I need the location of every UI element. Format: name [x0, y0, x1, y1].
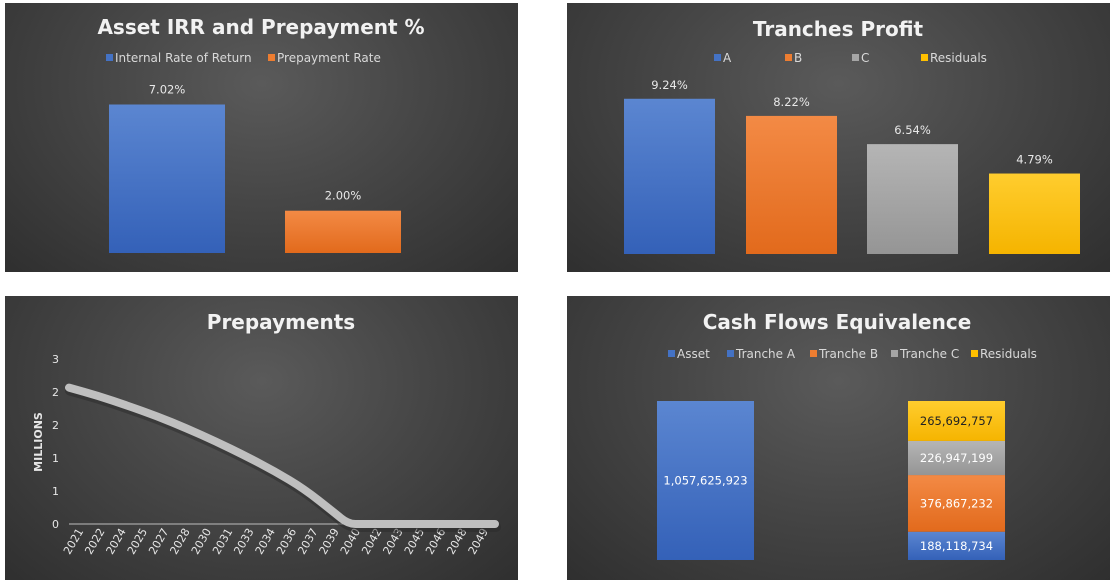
chart-title: Tranches Profit [753, 17, 924, 41]
data-label: 8.22% [773, 95, 810, 109]
legend-swatch [106, 54, 113, 61]
legend-label: Internal Rate of Return [115, 51, 252, 65]
legend-label: B [794, 51, 802, 65]
data-label: 2.00% [325, 189, 362, 203]
legend-label: Tranche B [818, 347, 878, 361]
legend-label: Tranche A [735, 347, 796, 361]
x-tick-label: 2030 [189, 526, 214, 557]
legend-swatch [714, 54, 721, 61]
y-tick-label: 1 [52, 485, 59, 498]
legend-label: Residuals [930, 51, 987, 65]
bar [746, 115, 837, 255]
legend-label: A [723, 51, 732, 65]
y-tick-label: 1 [52, 452, 59, 465]
bar-segment [657, 401, 754, 560]
data-label: 188,118,734 [920, 539, 993, 553]
legend-swatch [268, 54, 275, 61]
data-label: 9.24% [651, 78, 688, 92]
x-tick-label: 2027 [146, 526, 171, 557]
y-tick-label: 3 [52, 353, 59, 366]
tranches-profit-chart-panel: Tranches Profit A B C Residuals 9.24% 8.22% 6… [567, 3, 1110, 272]
bar [989, 173, 1080, 254]
legend-label: Asset [677, 347, 710, 361]
legend-swatch [891, 350, 898, 357]
data-label: 4.79% [1016, 153, 1053, 167]
y-tick-label: 2 [52, 419, 59, 432]
legend-label: Tranche C [899, 347, 959, 361]
data-label: 1,057,625,923 [663, 474, 747, 488]
bar-segment [908, 401, 1005, 441]
chart-legend: Internal Rate of Return Prepayment Rate [106, 51, 381, 65]
x-tick-label: 2037 [295, 526, 320, 557]
y-tick-label: 2 [52, 386, 59, 399]
legend-swatch [810, 350, 817, 357]
chart-title: Asset IRR and Prepayment % [97, 15, 424, 39]
bar-segment [908, 475, 1005, 532]
legend-swatch [727, 350, 734, 357]
y-tick-label: 0 [52, 518, 59, 531]
cash-flows-chart: Cash Flows Equivalence Asset Tranche A Tra… [657, 310, 1037, 560]
x-tick-label: 2024 [104, 526, 129, 557]
chart-title: Cash Flows Equivalence [703, 310, 972, 334]
bar [867, 144, 958, 254]
tranches-profit-chart: Tranches Profit A B C Residuals 9.24% 8.22% 6… [624, 17, 1080, 255]
bar [285, 210, 401, 253]
cash-flows-chart-panel: Cash Flows Equivalence Asset Tranche A Tra… [567, 296, 1110, 580]
prepayments-chart: Prepayments MILLIONS 0112232021202220242… [32, 310, 501, 557]
legend-swatch [785, 54, 792, 61]
x-tick-label: 2034 [253, 526, 278, 557]
bar [109, 104, 225, 253]
legend-label: Residuals [980, 347, 1037, 361]
prepayments-chart-panel: Prepayments MILLIONS 0 1 1 2 2 3 2021 2022 2024 2… [5, 296, 518, 580]
legend-swatch [971, 350, 978, 357]
data-label: 265,692,757 [920, 414, 993, 428]
y-axis-label: MILLIONS [32, 412, 45, 472]
series-line [65, 383, 499, 528]
x-tick-label: 2028 [167, 526, 192, 557]
data-label: 376,867,232 [920, 496, 993, 510]
bar-segment [908, 531, 1005, 560]
asset-irr-chart-panel: Asset IRR and Prepayment % Internal Rate… [5, 3, 518, 272]
x-tick-label: 2031 [210, 526, 235, 557]
data-label: 6.54% [894, 123, 931, 137]
x-tick-label: 2039 [317, 526, 342, 557]
x-tick-label: 2022 [82, 526, 107, 557]
data-label: 226,947,199 [920, 451, 993, 465]
x-tick-label: 2036 [274, 526, 299, 557]
x-tick-label: 2021 [61, 526, 86, 557]
legend-label: C [861, 51, 869, 65]
x-tick-label: 2033 [231, 526, 256, 557]
legend-swatch [852, 54, 859, 61]
chart-title: Prepayments [207, 310, 355, 334]
legend-swatch [668, 350, 675, 357]
asset-irr-chart: Asset IRR and Prepayment % Internal Rate… [97, 15, 425, 253]
chart-legend: A B C Residuals [714, 51, 987, 65]
bar-segment [908, 440, 1005, 476]
legend-swatch [921, 54, 928, 61]
legend-label: Prepayment Rate [277, 51, 381, 65]
bar [624, 98, 715, 254]
data-label: 7.02% [149, 83, 186, 97]
chart-legend: Asset Tranche A Tranche B Tranche C Residual… [668, 347, 1037, 361]
x-tick-label: 2025 [125, 526, 150, 557]
